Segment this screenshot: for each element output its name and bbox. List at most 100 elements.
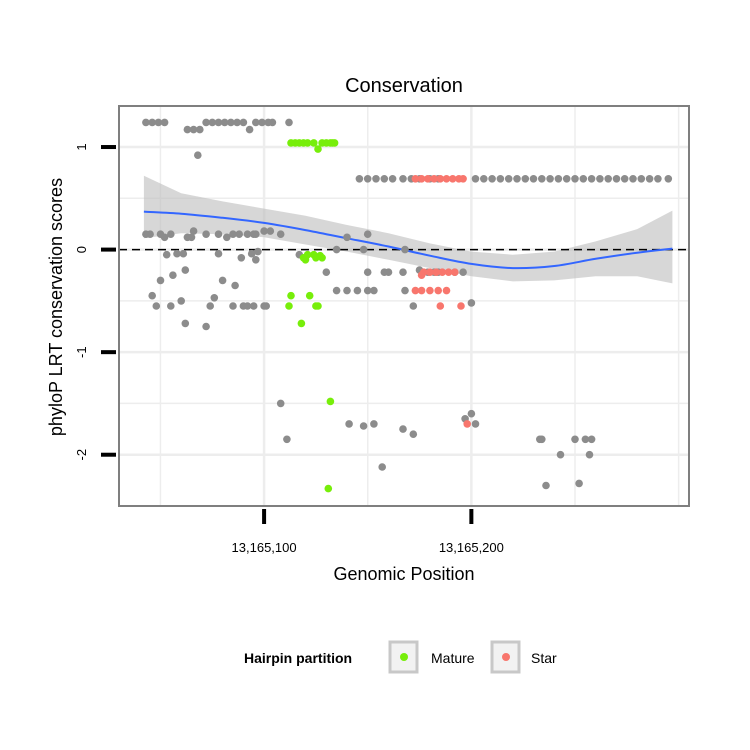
data-point-other xyxy=(581,435,590,444)
data-point-other xyxy=(332,245,341,254)
data-point-star xyxy=(432,268,440,277)
data-point-other xyxy=(579,175,588,183)
data-point-mature xyxy=(285,302,293,310)
data-point-other xyxy=(237,253,246,262)
data-point-other xyxy=(181,319,190,328)
confidence-ribbon xyxy=(143,175,673,284)
data-point-other xyxy=(538,435,546,444)
data-point-other xyxy=(399,268,407,277)
data-point-other xyxy=(210,294,219,302)
data-point-other xyxy=(208,118,217,127)
data-point-other xyxy=(252,118,260,127)
data-point-other xyxy=(645,175,654,183)
data-point-other xyxy=(167,302,175,310)
data-point-other xyxy=(459,268,467,277)
data-point-other xyxy=(258,118,266,127)
data-point-other xyxy=(620,175,629,183)
data-point-other xyxy=(571,435,579,444)
data-point-other xyxy=(283,435,291,444)
data-point-star xyxy=(442,286,451,295)
data-point-other xyxy=(167,230,175,238)
data-point-other xyxy=(181,266,190,274)
y-tick-label: 1 xyxy=(74,143,89,150)
data-point-other xyxy=(401,286,409,295)
plot-panel-border xyxy=(118,105,690,507)
data-point-other xyxy=(388,175,397,183)
data-point-mature xyxy=(303,139,312,147)
data-point-other xyxy=(380,175,389,183)
smooth-trend-line xyxy=(143,210,673,270)
data-point-star xyxy=(430,175,438,183)
data-point-other xyxy=(496,175,505,183)
data-point-mature xyxy=(305,291,314,300)
data-point-other xyxy=(243,302,252,310)
data-point-other xyxy=(372,175,380,183)
data-point-other xyxy=(189,227,198,235)
plot-panel xyxy=(119,106,689,506)
y-tick-label: -2 xyxy=(74,449,89,461)
legend-label-mature: Mature xyxy=(431,650,475,666)
data-point-other xyxy=(345,420,353,428)
data-point-other xyxy=(399,175,407,183)
data-point-other xyxy=(322,268,331,277)
data-point-other xyxy=(239,118,248,127)
data-point-mature xyxy=(326,397,335,406)
data-point-other xyxy=(148,118,156,127)
data-point-star xyxy=(442,175,451,183)
data-point-other xyxy=(160,118,169,127)
data-point-other xyxy=(359,422,368,430)
data-point-other xyxy=(571,175,579,183)
data-point-star xyxy=(434,286,443,295)
data-point-other xyxy=(220,118,229,127)
data-point-star xyxy=(459,175,467,183)
data-point-other xyxy=(146,230,154,238)
data-point-mature xyxy=(330,139,339,147)
legend-marker-star xyxy=(502,653,510,661)
data-point-mature xyxy=(287,291,295,300)
data-point-other xyxy=(156,276,165,285)
data-point-other xyxy=(196,125,204,134)
legend-marker-mature xyxy=(400,653,408,661)
data-point-other xyxy=(359,245,368,254)
data-point-star xyxy=(438,268,447,277)
data-point-other xyxy=(409,302,418,310)
data-point-other xyxy=(575,479,583,488)
data-point-other xyxy=(202,118,210,127)
y-tick-label: -1 xyxy=(74,346,89,358)
data-point-other xyxy=(214,249,223,258)
data-point-other xyxy=(401,245,409,254)
data-point-other xyxy=(247,249,256,258)
y-axis: -2 -1 0 1 xyxy=(74,143,116,460)
data-point-other xyxy=(480,175,488,183)
data-point-star xyxy=(411,286,420,295)
data-point-other xyxy=(276,399,285,408)
data-point-other xyxy=(223,233,231,242)
data-point-other xyxy=(363,175,372,183)
data-point-other xyxy=(467,299,476,307)
data-point-star xyxy=(463,420,472,428)
y-tick-label: 0 xyxy=(74,246,89,253)
data-point-star xyxy=(448,175,457,183)
data-point-other xyxy=(206,302,214,310)
data-point-other xyxy=(363,286,372,295)
data-point-other xyxy=(378,463,387,471)
data-point-other xyxy=(202,322,210,331)
x-tick-label: 13,165,200 xyxy=(439,540,504,555)
data-point-other xyxy=(529,175,538,183)
data-point-other xyxy=(596,175,604,183)
data-point-other xyxy=(488,175,496,183)
data-point-other xyxy=(467,409,476,418)
data-point-other xyxy=(521,175,530,183)
x-axis-title: Genomic Position xyxy=(333,564,474,584)
data-point-other xyxy=(538,175,546,183)
data-point-other xyxy=(585,450,594,459)
data-point-other xyxy=(343,233,351,242)
data-point-star xyxy=(457,302,465,310)
data-point-other xyxy=(243,230,252,238)
data-point-other xyxy=(152,302,161,310)
data-point-star xyxy=(436,302,445,310)
data-point-other xyxy=(233,118,241,127)
data-point-other xyxy=(260,227,268,235)
data-point-other xyxy=(229,230,237,238)
data-point-other xyxy=(587,175,596,183)
